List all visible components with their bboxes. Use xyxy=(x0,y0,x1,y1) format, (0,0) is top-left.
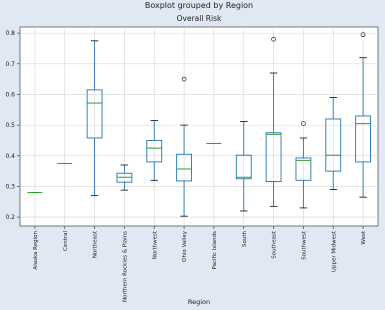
y-tick-label: 0.4 xyxy=(5,153,15,160)
box xyxy=(146,140,163,163)
box xyxy=(176,153,192,182)
plot-area xyxy=(19,26,379,227)
y-tick-label: 0.3 xyxy=(5,183,15,190)
y-tick-label: 0.6 xyxy=(5,91,15,98)
x-tick-label: Central xyxy=(63,231,69,251)
x-tick-label: Pacific Islands xyxy=(212,231,218,270)
box xyxy=(325,118,342,172)
x-tick-label: Alaska Region xyxy=(33,230,39,269)
x-tick-label: Upper Midwest xyxy=(331,230,337,272)
box xyxy=(295,157,312,181)
outlier xyxy=(271,36,276,42)
box xyxy=(235,154,252,180)
x-tick-label: Ohio Valley xyxy=(182,230,188,262)
y-tick-label: 0.5 xyxy=(5,122,15,129)
box xyxy=(265,132,282,182)
outlier xyxy=(360,32,366,38)
chart-title: Boxplot grouped by Region xyxy=(145,1,253,10)
y-tick-label: 0.7 xyxy=(5,61,15,68)
x-tick-label: South xyxy=(242,230,248,246)
x-axis-label: Region xyxy=(188,298,210,306)
chart-subtitle: Overall Risk xyxy=(177,14,222,23)
x-tick-label: Northern Rockies & Plains xyxy=(122,231,128,302)
x-tick-label: Southwest xyxy=(301,230,307,260)
y-tick-label: 0.8 xyxy=(5,30,15,37)
x-tick-label: Southeast xyxy=(272,230,278,259)
box xyxy=(86,89,103,139)
x-tick-label: Northwest xyxy=(152,230,158,259)
x-tick-label: Northeast xyxy=(93,230,99,258)
x-tick-label: West xyxy=(361,230,367,244)
box xyxy=(355,115,371,163)
outlier xyxy=(301,121,306,126)
y-tick-label: 0.2 xyxy=(5,214,15,221)
outlier xyxy=(181,76,187,82)
